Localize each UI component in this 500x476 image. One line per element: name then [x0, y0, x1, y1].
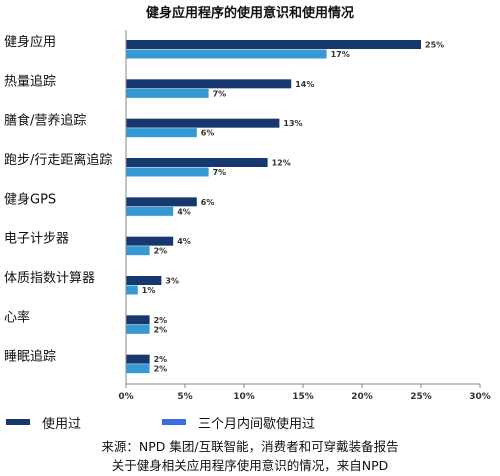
data-label: 4%: [177, 207, 191, 216]
bar-chart: 健身应用程序的使用意识和使用情况 健身应用 25% 17% 热量追踪 14% 7% 膳食/营…: [4, 5, 491, 402]
category-label: 健身应用: [4, 34, 56, 50]
bar-intermittent: [126, 246, 150, 256]
category-label: 跑步/行走距离追踪: [4, 152, 112, 168]
source-note-line-1: 来源：NPD 集团/互联智能，消费者和可穿戴装备报告: [101, 439, 399, 454]
bar-used: [126, 236, 174, 246]
chart-title: 健身应用程序的使用意识和使用情况: [146, 5, 354, 21]
x-tick-label: 15%: [292, 392, 314, 402]
category-label: 体质指数计算器: [4, 271, 95, 286]
data-label: 6%: [201, 198, 215, 207]
legend-label-used: 使用过: [42, 416, 82, 432]
bar-intermittent: [126, 285, 138, 295]
data-label: 2%: [154, 365, 168, 374]
x-tick-label: 20%: [351, 392, 373, 402]
data-label: 2%: [154, 316, 168, 325]
category-label: 睡眠追踪: [4, 349, 56, 365]
data-label: 25%: [425, 41, 444, 50]
bar-intermittent: [126, 49, 327, 59]
data-label: 3%: [165, 277, 179, 286]
bar-used: [126, 40, 421, 49]
x-tick-label: 25%: [410, 392, 432, 402]
legend-item-intermittent: 三个月内间歇使用过: [162, 414, 316, 432]
data-label: 6%: [201, 129, 215, 138]
category-label: 电子计步器: [4, 232, 69, 247]
data-label: 13%: [283, 119, 302, 128]
data-label: 17%: [331, 50, 350, 59]
bar-intermittent: [126, 88, 209, 98]
data-label: 2%: [154, 355, 168, 364]
category-label: 膳食/营养追踪: [4, 113, 86, 129]
bar-intermittent: [126, 128, 197, 138]
source-note-line-2: 关于健身相关应用程序使用意识的情况，来自NPD: [111, 458, 389, 473]
legend-item-used: 使用过: [6, 414, 82, 432]
data-label: 7%: [213, 168, 227, 177]
legend-label-intermittent: 三个月内间歇使用过: [198, 416, 316, 432]
category-label: 健身GPS: [4, 191, 56, 207]
data-label: 12%: [272, 159, 291, 168]
category-label: 心率: [4, 309, 30, 325]
x-tick-label: 30%: [469, 392, 491, 402]
bar-used: [126, 158, 268, 167]
bar-used: [126, 276, 162, 285]
bar-intermittent: [126, 324, 150, 334]
data-label: 4%: [177, 237, 191, 246]
data-label: 7%: [213, 89, 227, 98]
bar-used: [126, 315, 150, 325]
category-label: 热量追踪: [4, 73, 56, 89]
data-label: 14%: [295, 80, 314, 89]
bar-intermittent: [126, 364, 150, 374]
x-tick-label: 5%: [177, 392, 192, 402]
data-label: 2%: [154, 325, 168, 334]
data-label: 1%: [142, 286, 156, 295]
bar-intermittent: [126, 206, 174, 216]
x-tick-label: 10%: [233, 392, 255, 402]
bar-used: [126, 79, 292, 89]
bar-used: [126, 354, 150, 364]
bar-used: [126, 118, 280, 128]
legend-swatch-intermittent: [162, 419, 186, 425]
x-tick-label: 0%: [118, 392, 133, 402]
bar-used: [126, 197, 197, 207]
data-label: 2%: [154, 247, 168, 256]
legend-swatch-used: [6, 419, 30, 425]
bar-intermittent: [126, 167, 209, 177]
